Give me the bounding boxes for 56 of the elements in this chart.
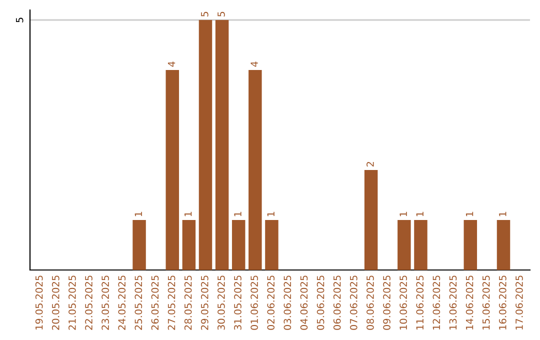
- bar: [364, 170, 378, 270]
- x-tick-label: 06.06.2025: [333, 276, 341, 330]
- x-tick-label: 27.05.2025: [168, 276, 176, 330]
- data-label: 5: [218, 12, 225, 16]
- data-label: 1: [499, 212, 506, 216]
- x-tick-label: 11.06.2025: [416, 276, 424, 330]
- x-tick-label: 29.05.2025: [200, 276, 208, 330]
- x-tick-label: 13.06.2025: [449, 276, 457, 330]
- bar: [414, 220, 428, 270]
- bar: [464, 220, 478, 270]
- x-tick-label: 31.05.2025: [234, 276, 242, 330]
- x-tick-label: 08.06.2025: [366, 276, 374, 330]
- x-tick-label: 10.06.2025: [400, 276, 407, 330]
- data-label: 1: [234, 212, 242, 216]
- bar: [166, 70, 180, 270]
- bar: [215, 20, 229, 270]
- x-tick-label: 03.06.2025: [284, 276, 292, 330]
- x-tick-label: 23.05.2025: [102, 276, 109, 330]
- bar: [496, 220, 510, 270]
- data-label: 5: [201, 12, 208, 16]
- x-tick-label: 09.06.2025: [383, 276, 390, 330]
- x-tick-label: 17.06.2025: [516, 276, 523, 330]
- x-tick-label: 24.05.2025: [118, 276, 126, 330]
- x-tick-label: 15.06.2025: [482, 276, 490, 330]
- x-tick-label: 16.06.2025: [498, 276, 506, 330]
- bar: [182, 220, 196, 270]
- data-label: 4: [250, 62, 258, 67]
- x-tick-label: 22.05.2025: [85, 276, 92, 330]
- x-tick-label: 05.06.2025: [316, 276, 324, 330]
- data-label: 1: [416, 212, 424, 216]
- x-tick-label: 25.05.2025: [134, 276, 142, 330]
- data-label: 1: [466, 212, 474, 216]
- bar: [198, 20, 212, 270]
- x-tick-label: 01.06.2025: [250, 276, 258, 330]
- x-tick-label: 07.06.2025: [350, 276, 358, 330]
- data-label: 2: [366, 162, 374, 167]
- bar: [398, 220, 411, 270]
- x-tick-label: 14.06.2025: [466, 276, 474, 330]
- x-tick-label: 12.06.2025: [432, 276, 440, 330]
- bar: [232, 220, 246, 270]
- x-tick-label: 26.05.2025: [151, 276, 159, 330]
- data-label: 1: [400, 212, 407, 216]
- x-tick-label: 02.06.2025: [267, 276, 275, 330]
- x-tick-label: 19.05.2025: [35, 276, 43, 330]
- x-tick-label: 20.05.2025: [52, 276, 60, 330]
- bar: [132, 220, 146, 270]
- bar: [248, 70, 262, 270]
- data-label: 4: [168, 62, 176, 67]
- x-tick-label: 28.05.2025: [184, 276, 192, 330]
- data-label: 1: [184, 212, 192, 216]
- x-tick-label: 30.05.2025: [218, 276, 225, 330]
- x-tick-label: 21.05.2025: [68, 276, 76, 330]
- data-label: 1: [134, 212, 142, 216]
- data-label: 1: [267, 212, 274, 216]
- bar: [265, 220, 278, 270]
- x-tick-label: 04.06.2025: [300, 276, 308, 330]
